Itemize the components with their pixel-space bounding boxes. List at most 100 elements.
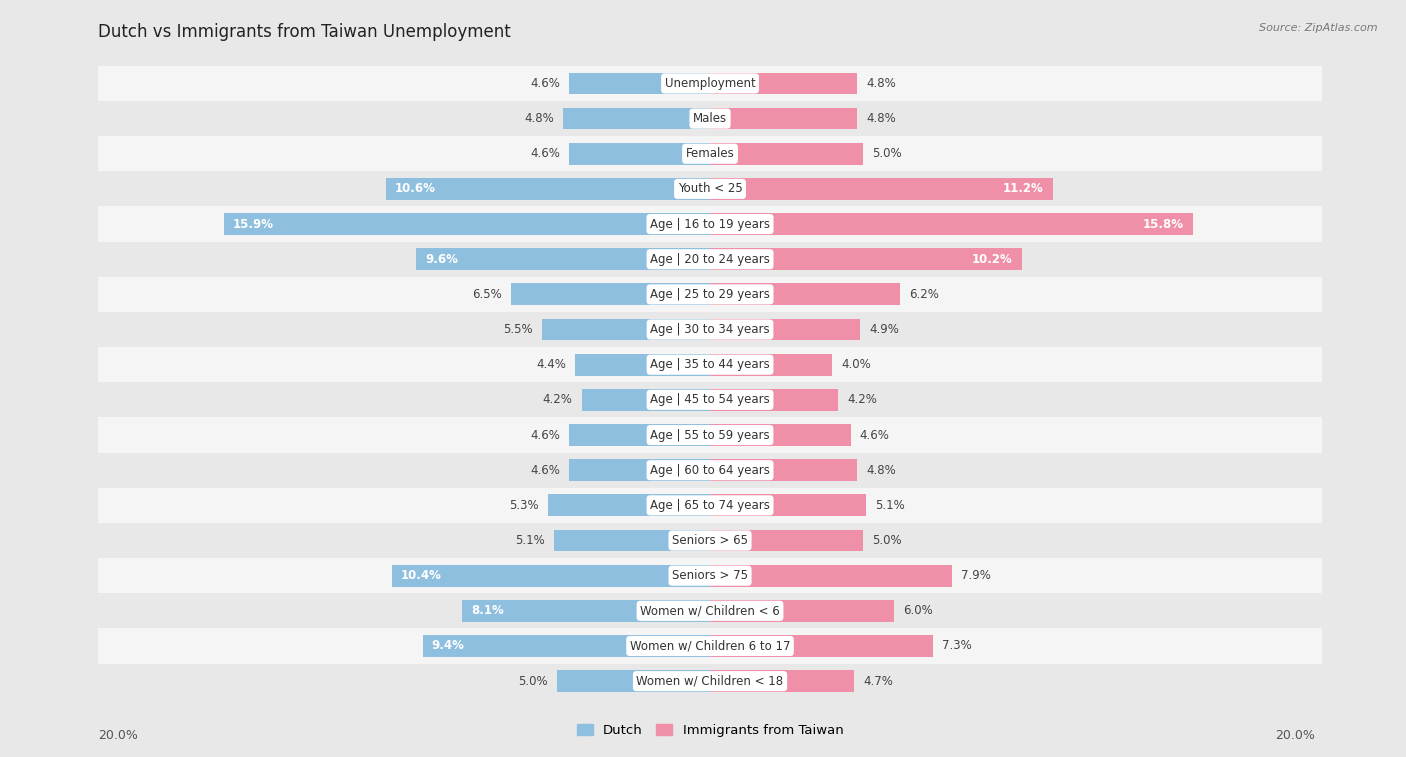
Text: Age | 25 to 29 years: Age | 25 to 29 years <box>650 288 770 301</box>
Bar <box>554 530 710 551</box>
Text: Males: Males <box>693 112 727 125</box>
Text: 4.6%: 4.6% <box>530 428 560 441</box>
Bar <box>710 283 900 305</box>
Text: 20.0%: 20.0% <box>1275 729 1315 742</box>
Text: 8.1%: 8.1% <box>471 604 505 617</box>
Bar <box>710 354 832 375</box>
Text: 5.0%: 5.0% <box>872 148 901 160</box>
Text: 4.6%: 4.6% <box>860 428 890 441</box>
Text: 6.5%: 6.5% <box>472 288 502 301</box>
Bar <box>710 389 838 411</box>
Legend: Dutch, Immigrants from Taiwan: Dutch, Immigrants from Taiwan <box>571 719 849 743</box>
Bar <box>710 670 853 692</box>
Bar <box>564 107 710 129</box>
Bar <box>710 248 1022 270</box>
Text: Age | 60 to 64 years: Age | 60 to 64 years <box>650 464 770 477</box>
Bar <box>569 73 710 95</box>
Text: 5.0%: 5.0% <box>872 534 901 547</box>
Text: 4.6%: 4.6% <box>530 464 560 477</box>
Text: Age | 30 to 34 years: Age | 30 to 34 years <box>650 323 770 336</box>
Bar <box>98 417 1322 453</box>
Text: 5.5%: 5.5% <box>503 323 533 336</box>
Bar <box>98 593 1322 628</box>
Bar <box>710 107 856 129</box>
Text: 15.8%: 15.8% <box>1143 217 1184 231</box>
Bar <box>385 178 710 200</box>
Bar <box>569 459 710 481</box>
Text: 10.2%: 10.2% <box>972 253 1012 266</box>
Text: 9.4%: 9.4% <box>432 640 464 653</box>
Bar <box>710 213 1194 235</box>
Text: 5.1%: 5.1% <box>515 534 546 547</box>
Text: Women w/ Children < 18: Women w/ Children < 18 <box>637 674 783 687</box>
Text: 4.4%: 4.4% <box>537 358 567 371</box>
Bar <box>98 453 1322 488</box>
Text: 10.4%: 10.4% <box>401 569 441 582</box>
Bar <box>98 207 1322 241</box>
Text: 20.0%: 20.0% <box>98 729 138 742</box>
Bar <box>463 600 710 621</box>
Text: 4.6%: 4.6% <box>530 77 560 90</box>
Bar <box>710 319 860 341</box>
Bar <box>392 565 710 587</box>
Text: Unemployment: Unemployment <box>665 77 755 90</box>
Bar <box>423 635 710 657</box>
Text: 7.3%: 7.3% <box>942 640 972 653</box>
Text: Females: Females <box>686 148 734 160</box>
Bar <box>710 73 856 95</box>
Bar <box>98 66 1322 101</box>
Bar <box>569 424 710 446</box>
Bar <box>512 283 710 305</box>
Text: Women w/ Children < 6: Women w/ Children < 6 <box>640 604 780 617</box>
Bar <box>98 488 1322 523</box>
Bar <box>98 628 1322 664</box>
Bar <box>98 382 1322 417</box>
Text: Age | 55 to 59 years: Age | 55 to 59 years <box>650 428 770 441</box>
Bar <box>710 565 952 587</box>
Text: 5.0%: 5.0% <box>519 674 548 687</box>
Text: 4.8%: 4.8% <box>866 112 896 125</box>
Text: Age | 45 to 54 years: Age | 45 to 54 years <box>650 394 770 407</box>
Text: Source: ZipAtlas.com: Source: ZipAtlas.com <box>1260 23 1378 33</box>
Bar <box>710 178 1053 200</box>
Text: 11.2%: 11.2% <box>1002 182 1043 195</box>
Bar <box>710 143 863 164</box>
Bar <box>98 664 1322 699</box>
Bar <box>569 143 710 164</box>
Bar <box>98 136 1322 171</box>
Text: 4.8%: 4.8% <box>524 112 554 125</box>
Bar <box>98 523 1322 558</box>
Text: Seniors > 75: Seniors > 75 <box>672 569 748 582</box>
Text: Women w/ Children 6 to 17: Women w/ Children 6 to 17 <box>630 640 790 653</box>
Bar <box>710 424 851 446</box>
Text: Dutch vs Immigrants from Taiwan Unemployment: Dutch vs Immigrants from Taiwan Unemploy… <box>98 23 512 41</box>
Text: 4.8%: 4.8% <box>866 464 896 477</box>
Text: 10.6%: 10.6% <box>395 182 436 195</box>
Text: 4.6%: 4.6% <box>530 148 560 160</box>
Text: 4.0%: 4.0% <box>842 358 872 371</box>
Bar <box>98 241 1322 277</box>
Bar <box>98 277 1322 312</box>
Bar <box>416 248 710 270</box>
Text: Age | 35 to 44 years: Age | 35 to 44 years <box>650 358 770 371</box>
Text: Age | 16 to 19 years: Age | 16 to 19 years <box>650 217 770 231</box>
Text: 7.9%: 7.9% <box>960 569 991 582</box>
Text: 4.2%: 4.2% <box>848 394 877 407</box>
Text: 5.3%: 5.3% <box>509 499 538 512</box>
Bar <box>98 558 1322 593</box>
Text: 6.0%: 6.0% <box>903 604 932 617</box>
Bar <box>224 213 710 235</box>
Bar <box>541 319 710 341</box>
Text: 9.6%: 9.6% <box>426 253 458 266</box>
Text: Youth < 25: Youth < 25 <box>678 182 742 195</box>
Text: 4.8%: 4.8% <box>866 77 896 90</box>
Bar <box>582 389 710 411</box>
Text: 4.7%: 4.7% <box>863 674 893 687</box>
Bar <box>557 670 710 692</box>
Bar <box>98 171 1322 207</box>
Text: 5.1%: 5.1% <box>875 499 905 512</box>
Text: 15.9%: 15.9% <box>233 217 274 231</box>
Text: 4.9%: 4.9% <box>869 323 898 336</box>
Text: 6.2%: 6.2% <box>908 288 939 301</box>
Bar <box>710 494 866 516</box>
